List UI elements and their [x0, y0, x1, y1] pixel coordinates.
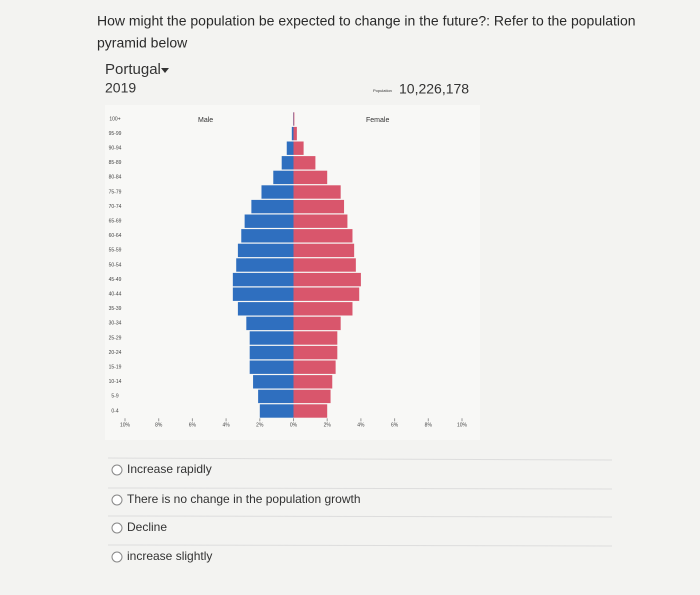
y-tick-label: 90-94 [109, 146, 122, 152]
y-tick-label: 35-39 [109, 306, 122, 312]
bar [293, 331, 338, 345]
x-tick-label: 0% [290, 422, 298, 428]
y-tick-label: 75-79 [109, 189, 122, 195]
y-tick-label: 5-9 [111, 394, 118, 400]
y-tick-label: 20-24 [109, 350, 122, 356]
radio-button[interactable] [111, 494, 123, 506]
option-label[interactable]: There is no change in the population gro… [127, 492, 361, 506]
bar [293, 272, 361, 287]
y-tick-label: 0-4 [111, 408, 118, 414]
bar [258, 389, 294, 404]
population: 10,226,178 [399, 81, 469, 97]
y-tick-label: 40-44 [109, 292, 122, 298]
x-tick-label: 8% [155, 422, 163, 428]
bar [293, 243, 355, 258]
legend-label: Female [366, 117, 389, 124]
question-line: pyramid below [97, 35, 188, 51]
bar [249, 331, 294, 345]
x-tick-label: 6% [189, 422, 197, 428]
bar [232, 272, 294, 287]
year: 2019 [105, 80, 136, 96]
bar [232, 287, 294, 301]
bar [293, 214, 348, 228]
option-label[interactable]: Decline [127, 520, 167, 534]
bar [259, 404, 294, 418]
bar [293, 389, 331, 404]
y-tick-label: 70-74 [109, 204, 122, 210]
bar [273, 170, 294, 185]
x-tick-label: 8% [425, 422, 433, 428]
x-tick-label: 2% [324, 422, 332, 428]
bar [293, 185, 341, 199]
y-tick-label: 95-99 [109, 131, 122, 137]
bar [293, 141, 304, 155]
separator [107, 544, 613, 547]
bar [249, 345, 294, 360]
bar [293, 404, 328, 418]
radio-button[interactable] [111, 522, 123, 534]
bar [246, 316, 294, 331]
country[interactable]: Portugal [105, 61, 161, 78]
y-tick-label: 60-64 [109, 233, 122, 239]
y-tick-label: 50-54 [109, 262, 122, 268]
bar [286, 141, 294, 155]
legend-label: Male [198, 117, 213, 124]
bar [293, 170, 328, 185]
y-tick-label: 85-89 [109, 160, 122, 166]
dropdown-arrow[interactable] [161, 68, 169, 73]
population-label: Population [373, 88, 392, 93]
bar [293, 156, 316, 170]
x-tick-label: 4% [222, 422, 230, 428]
y-tick-label: 45-49 [109, 277, 122, 283]
bar [293, 287, 360, 301]
bar [237, 243, 294, 258]
bar [281, 156, 294, 170]
bar [241, 229, 294, 243]
x-tick-label: 2% [256, 422, 264, 428]
separator [107, 457, 613, 461]
y-tick-label: 15-19 [109, 365, 122, 371]
bar [293, 345, 338, 360]
radio-button[interactable] [111, 464, 123, 476]
x-tick-label: 6% [391, 422, 399, 428]
y-tick-label: 55-59 [109, 248, 122, 254]
bar [293, 360, 336, 374]
question-line: How might the population be expected to … [97, 13, 636, 29]
bar [261, 185, 294, 199]
y-tick-label: 30-34 [109, 321, 122, 327]
y-tick-label: 100+ [109, 116, 120, 122]
separator [107, 515, 613, 518]
option-label[interactable]: Increase rapidly [127, 462, 212, 476]
bar [253, 375, 294, 389]
y-tick-label: 65-69 [109, 219, 122, 225]
bar [293, 229, 353, 243]
bar [293, 316, 341, 331]
bar [244, 214, 294, 228]
x-tick-label: 10% [457, 422, 468, 428]
bar [251, 199, 294, 214]
y-tick-label: 10-14 [109, 379, 122, 385]
bar [293, 258, 356, 272]
y-tick-label: 80-84 [109, 175, 122, 181]
bar [293, 126, 297, 141]
bar [293, 112, 295, 126]
bar [293, 199, 345, 214]
bar [249, 360, 294, 374]
radio-button[interactable] [111, 551, 123, 563]
bar [236, 258, 294, 272]
separator [107, 487, 613, 490]
option-label[interactable]: increase slightly [127, 549, 212, 563]
x-tick-label: 4% [357, 422, 365, 428]
bar [293, 302, 353, 316]
y-tick-label: 25-29 [109, 335, 122, 341]
bar [293, 375, 333, 389]
bar [291, 126, 294, 141]
x-tick-label: 10% [120, 422, 131, 428]
bar [237, 302, 294, 316]
